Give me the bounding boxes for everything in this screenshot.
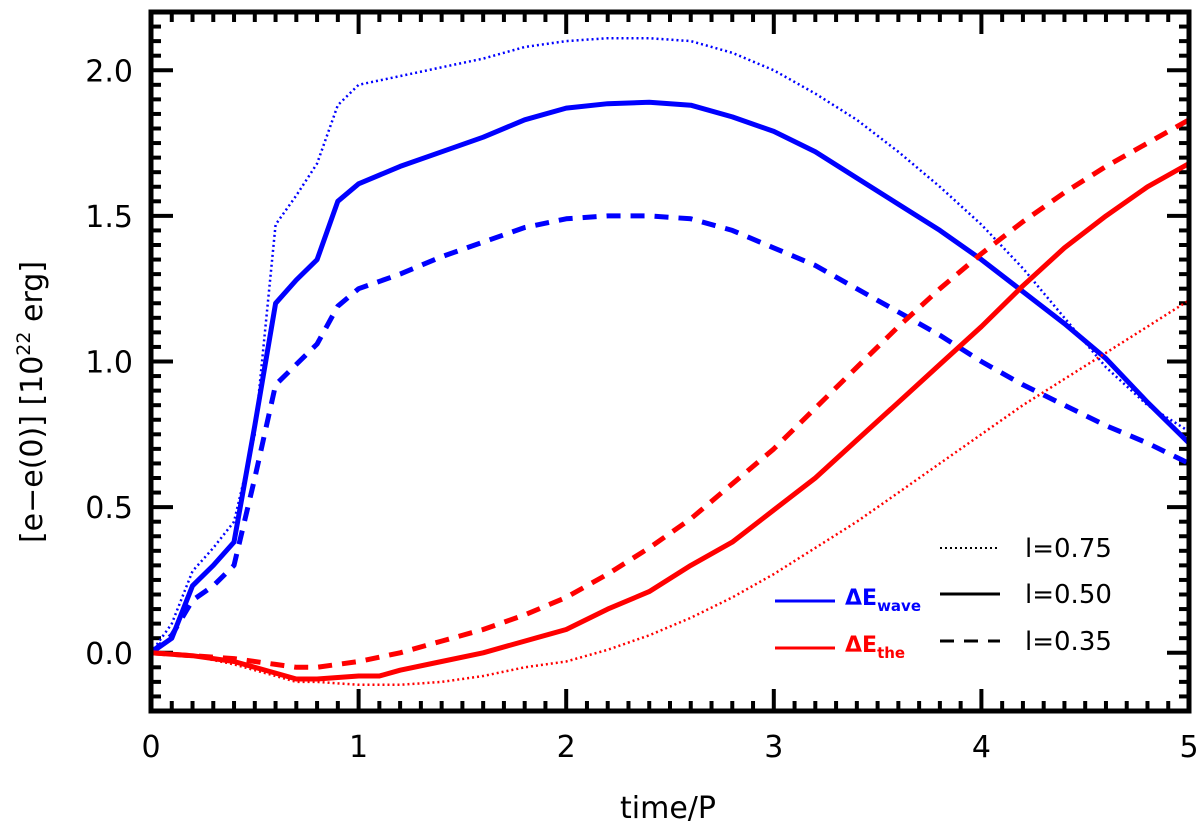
x-tick-label: 3 [764, 730, 783, 765]
legend-color-label-the: ΔEthe [845, 633, 905, 662]
plot-frame [148, 9, 1192, 714]
plot-border [148, 9, 1192, 714]
legend-style-label-1: l=0.50 [1025, 580, 1112, 610]
x-tick-label: 0 [141, 730, 160, 765]
y-tick-label: 1.0 [85, 346, 133, 381]
x-tick-label: 1 [349, 730, 368, 765]
y-axis-title-main: [e−e(0)] [10 [15, 356, 50, 543]
legend: l=0.75 l=0.50 l=0.35 ΔEwave ΔEthe [775, 534, 1112, 662]
series-line-4 [150, 161, 1191, 682]
y-tick-label: 0.5 [85, 491, 133, 526]
series-line-5 [150, 117, 1191, 670]
x-tick-label: 5 [1179, 730, 1198, 765]
y-axis-title-unit: erg] [15, 261, 50, 332]
series-lines [149, 36, 1191, 687]
legend-style-label-2: l=0.35 [1025, 627, 1112, 657]
legend-style-label-0: l=0.75 [1025, 534, 1112, 564]
x-tick-label: 2 [557, 730, 576, 765]
x-tick-label: 4 [972, 730, 991, 765]
x-tick-labels: 0 1 2 3 4 5 [141, 730, 1198, 765]
series-line-3 [150, 299, 1190, 687]
series-line-2 [149, 213, 1191, 655]
y-axis-title-exponent: 22 [13, 331, 35, 355]
y-tick-labels: 0.0 0.5 1.0 1.5 2.0 [85, 54, 133, 672]
y-axis-title: [e−e(0)] [1022 erg] [13, 261, 50, 543]
y-tick-label: 0.0 [85, 637, 133, 672]
y-tick-label: 2.0 [85, 54, 133, 89]
x-axis-title: time/P [620, 791, 716, 826]
series-line-1 [149, 99, 1191, 655]
legend-color-label-wave: ΔEwave [845, 586, 921, 615]
y-tick-label: 1.5 [85, 200, 133, 235]
